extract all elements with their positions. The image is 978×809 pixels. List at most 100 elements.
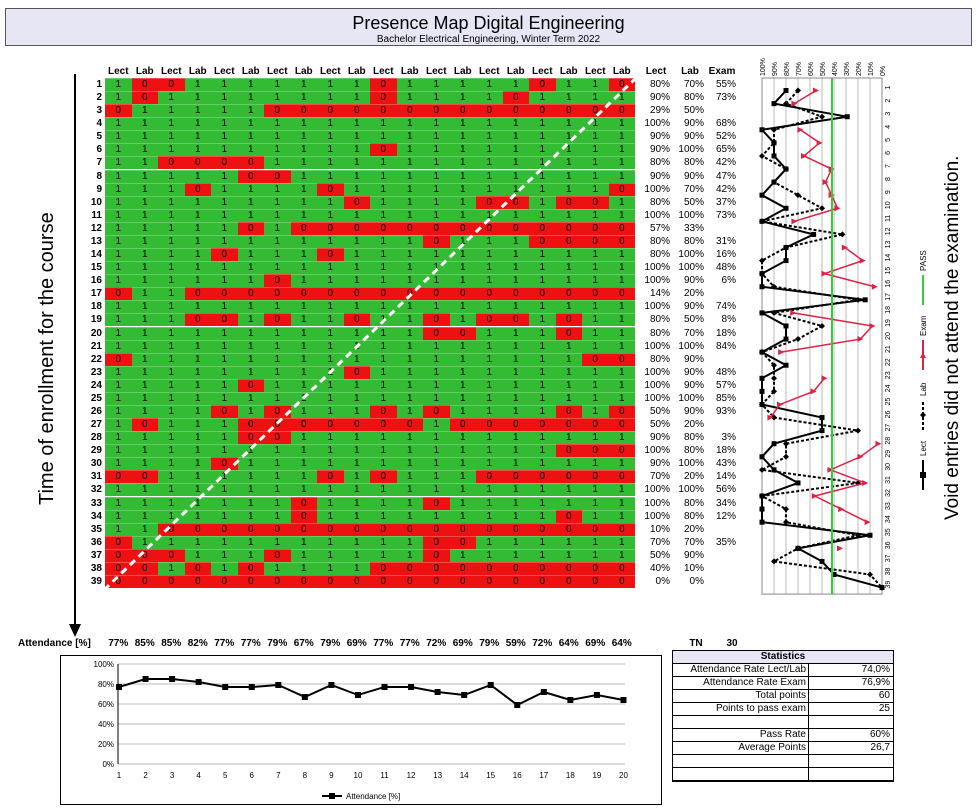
- exam-point: [834, 205, 841, 212]
- row-separator: [104, 143, 636, 145]
- absent-cell: 0: [317, 287, 344, 301]
- present-cell: 1: [317, 352, 344, 366]
- present-cell: 1: [370, 457, 397, 471]
- summary-lab: 70%: [683, 79, 704, 90]
- present-cell: 1: [158, 117, 185, 131]
- present-cell: 1: [211, 78, 238, 91]
- present-cell: 1: [370, 156, 397, 170]
- present-cell: 1: [396, 352, 423, 366]
- present-cell: 1: [582, 182, 609, 196]
- present-cell: 1: [370, 326, 397, 340]
- present-cell: 1: [449, 431, 476, 445]
- absent-cell: 0: [370, 522, 397, 536]
- absent-cell: 0: [423, 287, 450, 301]
- present-cell: 1: [502, 182, 529, 196]
- present-cell: 1: [237, 182, 264, 196]
- right-chart-legend: Lect Lab Exam PASS: [919, 250, 928, 490]
- exam-point: [801, 152, 807, 159]
- column-header: Lect: [425, 66, 447, 77]
- summary-lab: 90%: [683, 301, 704, 313]
- lab-point: [795, 336, 801, 343]
- present-cell: 1: [582, 405, 609, 418]
- absent-cell: 0: [264, 575, 291, 589]
- present-cell: 1: [237, 444, 264, 458]
- summary-lab: 90%: [683, 353, 704, 365]
- present-cell: 1: [502, 208, 529, 222]
- column-header: Lect: [584, 66, 606, 77]
- present-cell: 1: [131, 444, 158, 458]
- present-cell: 1: [502, 326, 529, 340]
- present-cell: 1: [131, 535, 158, 549]
- present-cell: 1: [582, 365, 609, 379]
- present-cell: 1: [131, 117, 158, 131]
- present-cell: 1: [449, 339, 476, 353]
- present-cell: 1: [370, 274, 397, 288]
- absent-cell: 0: [317, 182, 344, 196]
- present-cell: 1: [396, 78, 423, 91]
- absent-cell: 0: [264, 405, 291, 418]
- present-cell: 1: [343, 483, 370, 497]
- present-cell: 1: [211, 470, 238, 484]
- present-cell: 1: [290, 483, 317, 497]
- absent-cell: 0: [370, 418, 397, 432]
- summary-lab: 20%: [683, 523, 704, 535]
- present-cell: 1: [317, 496, 344, 510]
- absent-cell: 0: [555, 104, 582, 118]
- present-cell: 1: [502, 405, 529, 418]
- attendance-value: 77%: [373, 638, 394, 649]
- present-cell: 1: [184, 78, 211, 91]
- row-tick-label: 14: [885, 254, 892, 262]
- present-cell: 1: [396, 326, 423, 340]
- present-cell: 1: [502, 143, 529, 157]
- present-cell: 1: [370, 208, 397, 222]
- lab-point: [795, 192, 801, 199]
- present-cell: 1: [131, 234, 158, 248]
- present-cell: 1: [131, 483, 158, 497]
- summary-lab: 50%: [683, 196, 704, 208]
- row-number: 23: [90, 366, 102, 378]
- lab-point: [819, 205, 825, 212]
- attendance-value: 77%: [108, 638, 129, 649]
- x-tick-label: 17: [539, 771, 548, 780]
- lect-point: [759, 388, 765, 394]
- exam-point: [837, 545, 843, 552]
- present-cell: 1: [105, 300, 132, 314]
- present-cell: 1: [608, 509, 635, 523]
- present-cell: 1: [582, 326, 609, 340]
- present-cell: 1: [184, 169, 211, 183]
- row-separator: [104, 326, 636, 328]
- row-separator: [104, 208, 636, 210]
- attendance-point: [354, 692, 361, 698]
- present-cell: 1: [237, 548, 264, 562]
- present-cell: 1: [502, 457, 529, 471]
- present-cell: 1: [476, 391, 503, 405]
- present-cell: 1: [449, 313, 476, 327]
- present-cell: 1: [476, 117, 503, 131]
- summary-lab: 70%: [683, 183, 704, 195]
- exam-point: [822, 179, 829, 186]
- summary-lect: 100%: [644, 379, 670, 391]
- row-number: 13: [90, 235, 102, 247]
- row-separator: [104, 496, 636, 498]
- row-number: 4: [96, 118, 102, 130]
- present-cell: 1: [158, 221, 185, 235]
- present-cell: 1: [158, 470, 185, 484]
- present-cell: 1: [105, 195, 132, 209]
- present-cell: 1: [158, 287, 185, 301]
- x-tick-label: 14: [460, 771, 469, 780]
- present-cell: 1: [396, 169, 423, 183]
- present-cell: 1: [343, 234, 370, 248]
- statistics-label: Attendance Rate Exam: [673, 677, 809, 689]
- row-separator: [104, 182, 636, 184]
- present-cell: 1: [211, 221, 238, 235]
- present-cell: 1: [184, 221, 211, 235]
- summary-lab: 10%: [683, 562, 704, 574]
- exam-point: [791, 100, 798, 107]
- attendance-label: Attendance [%]: [18, 638, 91, 649]
- attendance-point: [328, 682, 335, 688]
- row-tick-label: 6: [885, 151, 892, 155]
- absent-cell: 0: [105, 561, 132, 575]
- present-cell: 1: [105, 431, 132, 445]
- row-number: 14: [90, 249, 102, 261]
- present-cell: 1: [105, 405, 132, 418]
